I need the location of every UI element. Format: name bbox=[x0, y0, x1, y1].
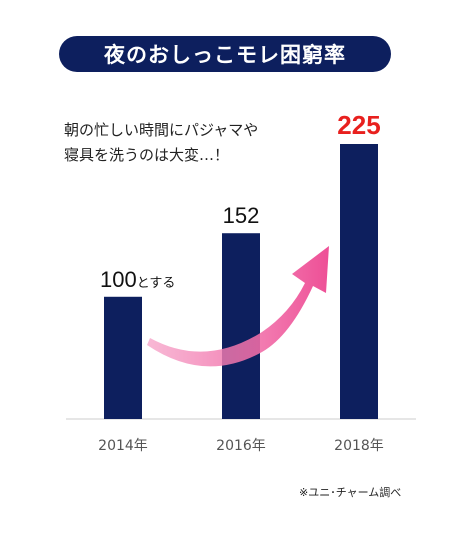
value-label-2016年: 152 bbox=[223, 203, 260, 228]
bar-2018年 bbox=[340, 144, 378, 419]
note-line-2: 寝具を洗うのは大変…！ bbox=[64, 146, 230, 164]
bar-2016年 bbox=[222, 233, 260, 419]
chart-title: 夜のおしっこモレ困窮率 bbox=[104, 43, 346, 67]
x-tick-label: 2018年 bbox=[334, 438, 384, 454]
note-text: 朝の忙しい時間にパジャマや 寝具を洗うのは大変…！ bbox=[64, 118, 258, 168]
x-tick-label: 2014年 bbox=[98, 438, 148, 454]
title-banner: 夜のおしっこモレ困窮率 bbox=[59, 36, 391, 72]
note-line-1: 朝の忙しい時間にパジャマや bbox=[64, 121, 259, 139]
bar-2014年 bbox=[104, 296, 142, 419]
value-label-2018年: 225 bbox=[337, 110, 380, 140]
x-tick-label: 2016年 bbox=[216, 438, 266, 454]
trend-arrow bbox=[147, 246, 329, 367]
value-label-2014年: 100とする bbox=[100, 267, 175, 292]
source-note: ※ユニ･チャーム調べ bbox=[299, 486, 402, 499]
